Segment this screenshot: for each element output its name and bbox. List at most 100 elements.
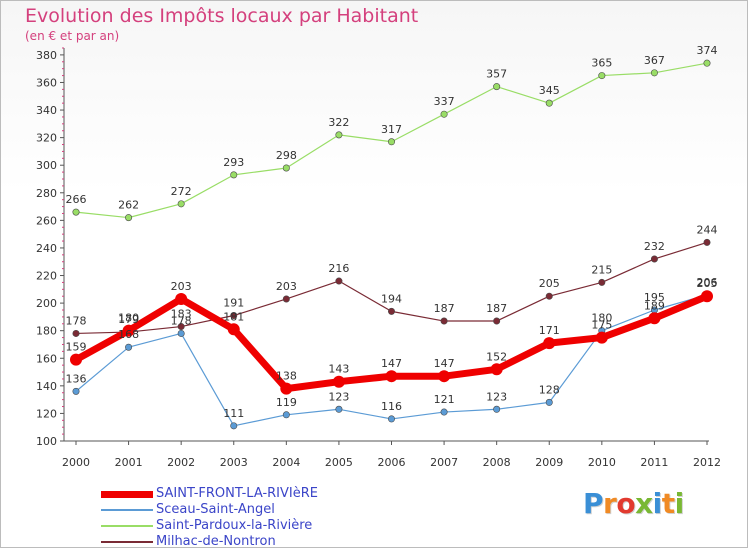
data-point bbox=[703, 238, 711, 246]
data-label: 317 bbox=[381, 123, 402, 136]
y-tick-label: 360 bbox=[36, 76, 57, 89]
data-point bbox=[387, 415, 395, 423]
data-label: 121 bbox=[434, 393, 455, 406]
data-label: 293 bbox=[223, 156, 244, 169]
data-label: 195 bbox=[644, 291, 665, 304]
data-label: 262 bbox=[118, 199, 139, 212]
y-tick-label: 260 bbox=[36, 214, 57, 227]
data-point bbox=[125, 343, 133, 351]
data-point bbox=[387, 307, 395, 315]
data-point bbox=[72, 387, 80, 395]
data-point bbox=[440, 408, 448, 416]
x-tick-label: 2003 bbox=[220, 456, 248, 469]
data-label: 128 bbox=[539, 383, 560, 396]
data-label: 203 bbox=[276, 280, 297, 293]
logo-letter: i bbox=[652, 487, 663, 520]
data-label: 159 bbox=[66, 341, 87, 354]
data-label: 111 bbox=[223, 407, 244, 420]
data-label: 337 bbox=[434, 95, 455, 108]
x-tick-label: 2008 bbox=[483, 456, 511, 469]
data-point bbox=[280, 382, 293, 395]
data-point bbox=[70, 353, 82, 366]
data-point bbox=[385, 370, 398, 383]
data-point bbox=[282, 295, 290, 303]
data-label: 357 bbox=[486, 68, 507, 81]
logo-letter: i bbox=[674, 487, 685, 520]
data-label: 206 bbox=[697, 276, 718, 289]
data-point bbox=[493, 405, 501, 413]
data-point bbox=[122, 324, 135, 337]
data-label: 119 bbox=[276, 396, 297, 409]
data-point bbox=[493, 317, 501, 325]
data-point bbox=[335, 131, 343, 139]
data-label: 365 bbox=[591, 57, 612, 70]
y-tick-label: 200 bbox=[36, 297, 57, 310]
logo-letter: r bbox=[603, 487, 617, 520]
chart-title: Evolution des Impôts locaux par Habitant bbox=[25, 5, 419, 27]
data-label: 205 bbox=[539, 277, 560, 290]
y-tick-label: 340 bbox=[36, 104, 57, 117]
data-label: 272 bbox=[171, 185, 192, 198]
data-label: 183 bbox=[171, 308, 192, 321]
y-tick-label: 120 bbox=[36, 407, 57, 420]
data-label: 367 bbox=[644, 54, 665, 67]
x-tick-label: 2007 bbox=[430, 456, 458, 469]
data-label: 147 bbox=[381, 357, 402, 370]
data-label: 244 bbox=[697, 223, 718, 236]
x-tick-label: 2004 bbox=[272, 456, 300, 469]
logo-letter: P bbox=[583, 487, 604, 520]
legend-label: Milhac-de-Nontron bbox=[156, 534, 276, 549]
data-point bbox=[440, 317, 448, 325]
x-tick-label: 2010 bbox=[588, 456, 616, 469]
data-label: 187 bbox=[434, 302, 455, 315]
data-point bbox=[125, 214, 133, 222]
data-label: 322 bbox=[328, 116, 349, 129]
proxiti-logo: Proxiti bbox=[583, 487, 684, 520]
x-tick-label: 2009 bbox=[535, 456, 563, 469]
data-point bbox=[175, 292, 188, 305]
data-label: 298 bbox=[276, 149, 297, 162]
data-point bbox=[595, 331, 608, 344]
data-label: 123 bbox=[486, 390, 507, 403]
chart-subtitle: (en € et par an) bbox=[25, 29, 120, 43]
data-point bbox=[490, 363, 503, 376]
x-tick-label: 2002 bbox=[167, 456, 195, 469]
legend-label: Sceau-Saint-Angel bbox=[156, 502, 275, 517]
data-label: 180 bbox=[118, 312, 139, 325]
data-point bbox=[545, 398, 553, 406]
data-point bbox=[230, 171, 238, 179]
y-tick-label: 180 bbox=[36, 325, 57, 338]
data-label: 345 bbox=[539, 84, 560, 97]
logo-letter: t bbox=[661, 487, 675, 520]
data-point bbox=[598, 72, 606, 80]
data-point bbox=[703, 59, 711, 67]
data-label: 116 bbox=[381, 400, 402, 413]
data-point bbox=[282, 164, 290, 172]
data-label: 194 bbox=[381, 292, 402, 305]
data-point bbox=[543, 337, 556, 350]
legend-swatch bbox=[101, 541, 153, 543]
data-label: 136 bbox=[66, 372, 87, 385]
y-tick-label: 100 bbox=[36, 435, 57, 448]
data-point bbox=[72, 208, 80, 216]
data-point bbox=[72, 329, 80, 337]
data-point bbox=[282, 411, 290, 419]
y-tick-label: 280 bbox=[36, 187, 57, 200]
x-tick-label: 2005 bbox=[325, 456, 353, 469]
data-point bbox=[545, 292, 553, 300]
data-label: 215 bbox=[591, 263, 612, 276]
data-label: 181 bbox=[223, 310, 244, 323]
data-point bbox=[493, 83, 501, 91]
data-point bbox=[332, 375, 345, 388]
x-tick-label: 2006 bbox=[378, 456, 406, 469]
data-label: 143 bbox=[328, 363, 349, 376]
data-point bbox=[438, 370, 451, 383]
data-point bbox=[387, 138, 395, 146]
y-tick-label: 140 bbox=[36, 380, 57, 393]
data-label: 216 bbox=[328, 262, 349, 275]
data-point bbox=[598, 278, 606, 286]
data-label: 168 bbox=[118, 328, 139, 341]
data-point bbox=[545, 99, 553, 107]
